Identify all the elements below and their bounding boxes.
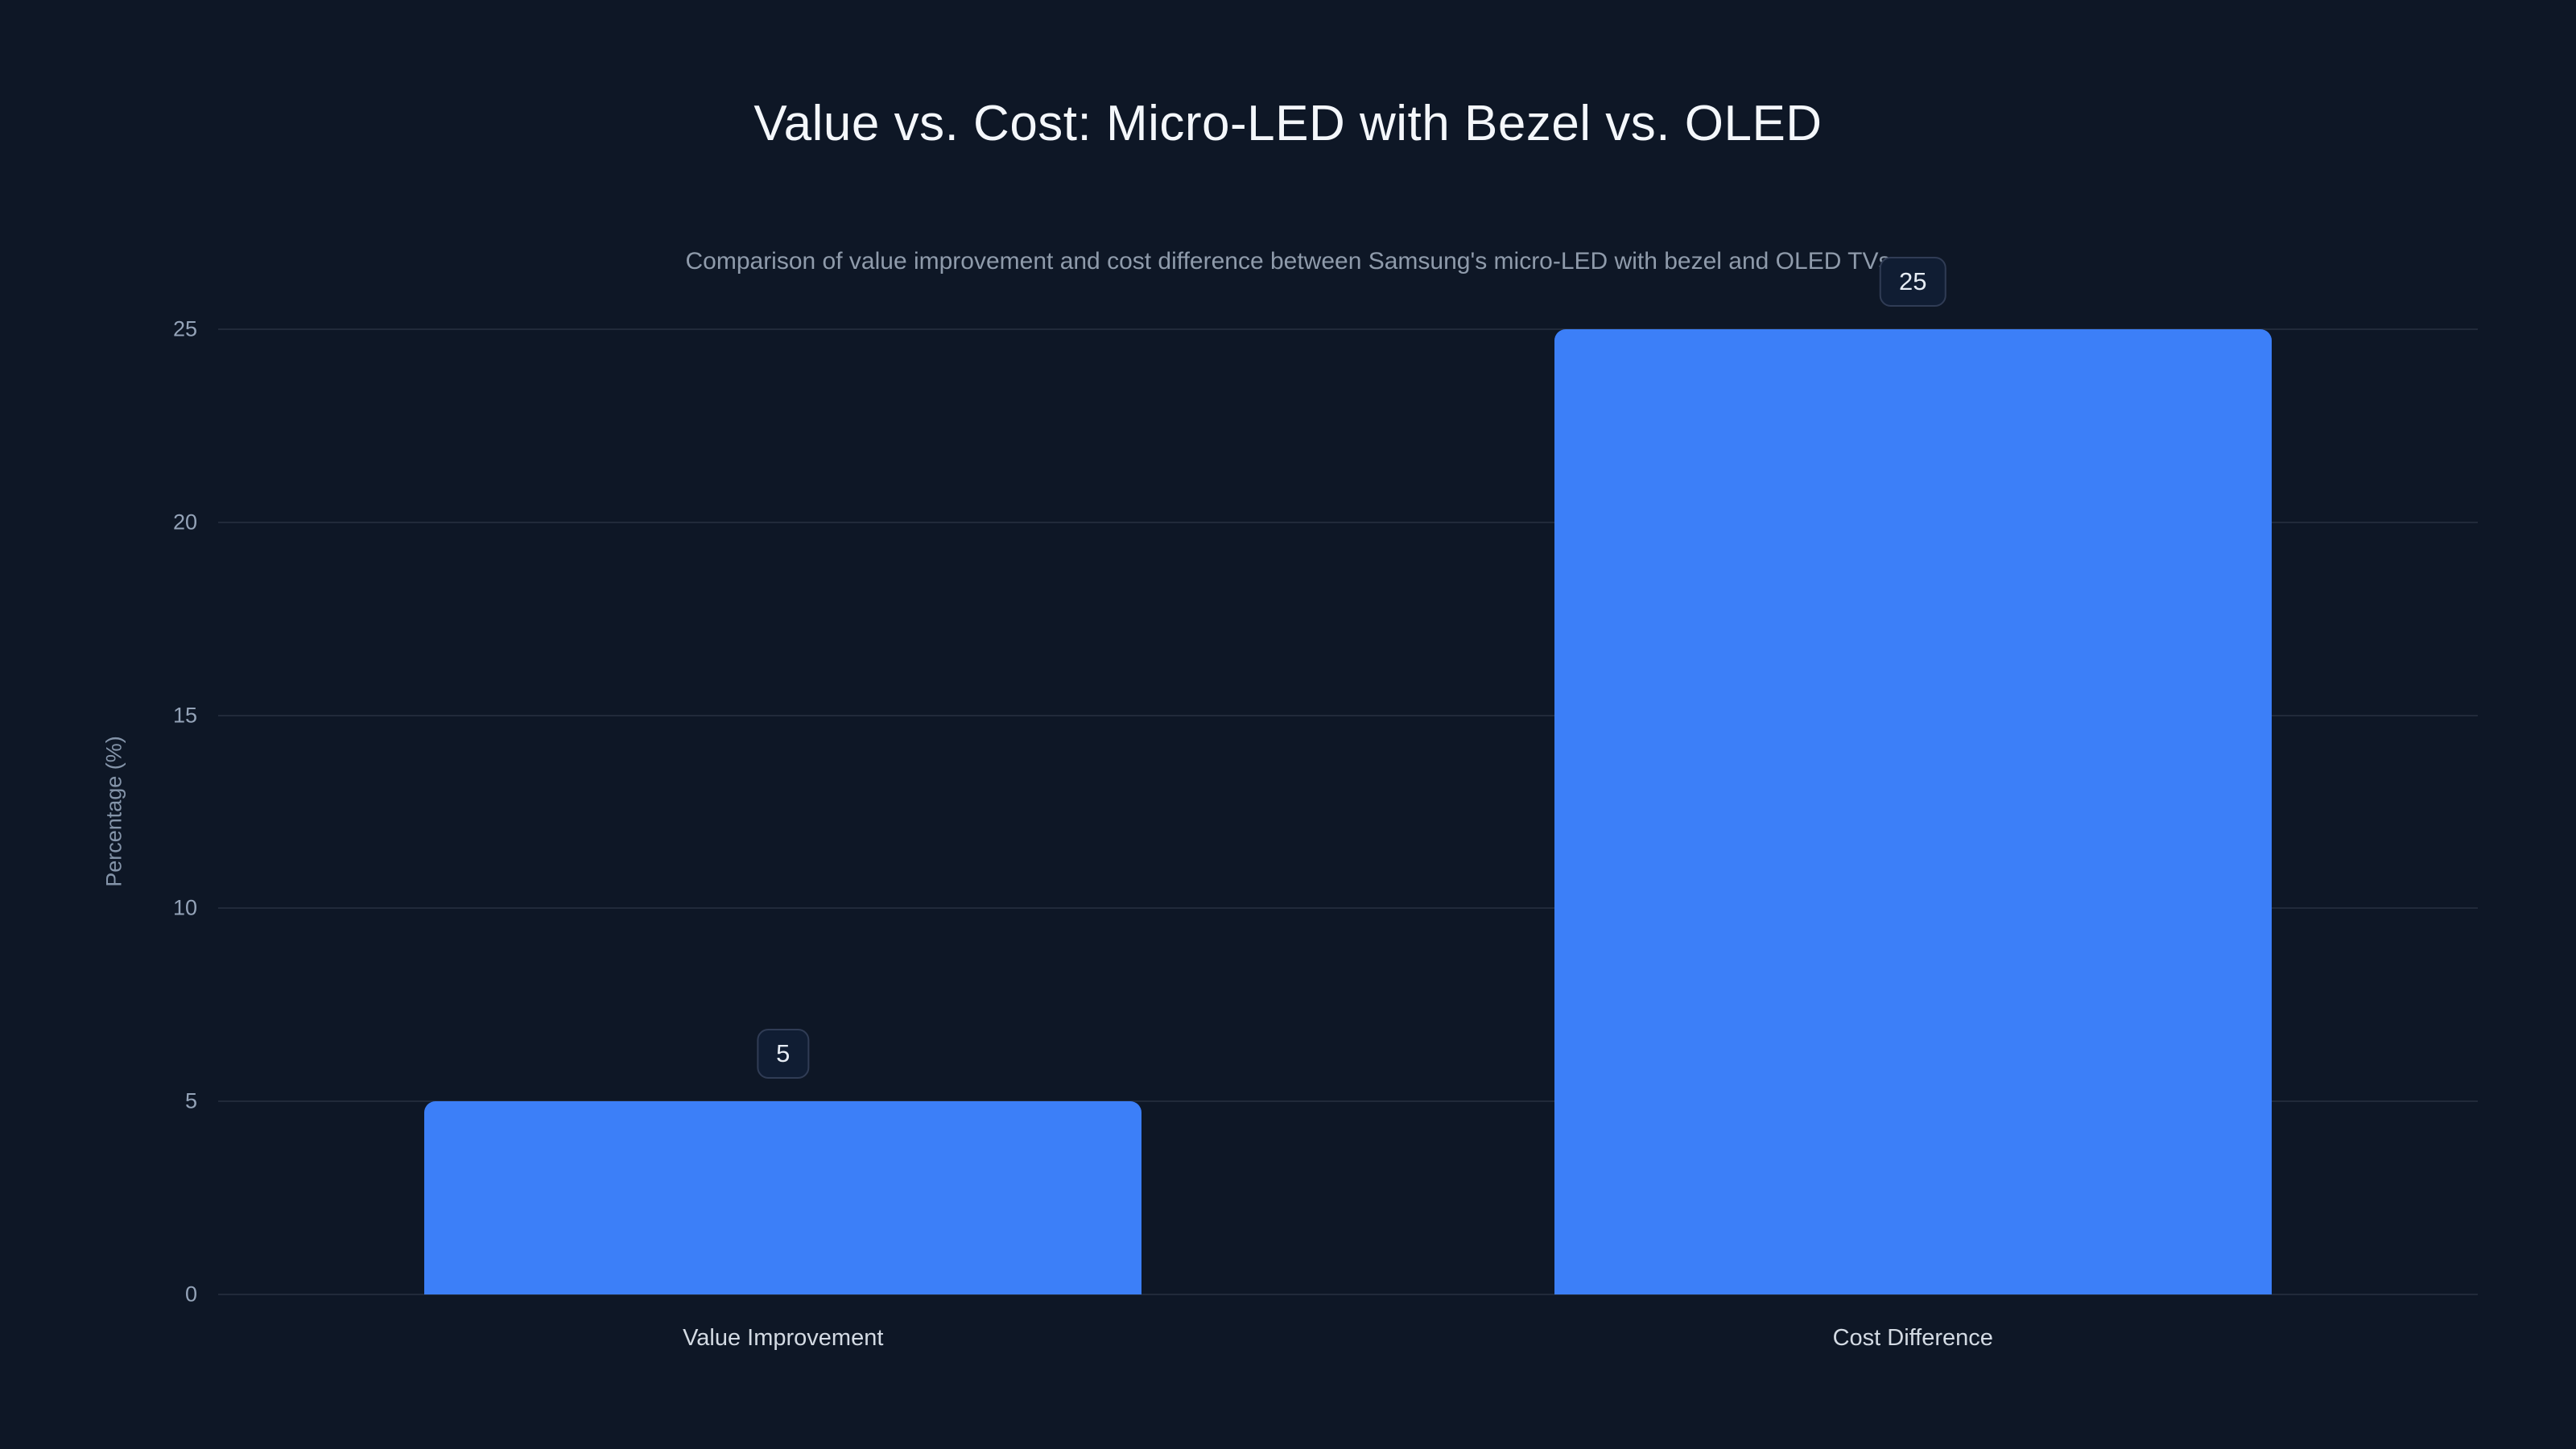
y-gridline <box>218 907 2478 910</box>
bar[interactable] <box>424 1101 1142 1294</box>
bar[interactable] <box>1554 329 2272 1294</box>
y-tick-label: 20 <box>172 510 197 535</box>
plot-area: 0 5 10 15 20 25 5 Value Improvement 25 Cost Diffe… <box>173 257 2478 1351</box>
chart-subtitle: Comparison of value improvement and cost… <box>685 248 1891 275</box>
value-label: 25 <box>1880 257 1946 307</box>
y-tick-label: 15 <box>172 703 197 728</box>
y-axis-title: Percentage (%) <box>101 736 126 887</box>
y-gridline <box>218 521 2478 523</box>
y-tick-label: 10 <box>172 895 197 920</box>
y-tick-label: 0 <box>184 1282 197 1307</box>
x-category-label: Cost Difference <box>1832 1325 1993 1351</box>
value-label: 5 <box>757 1029 810 1080</box>
y-gridline <box>218 1100 2478 1103</box>
y-tick-label: 5 <box>184 1088 197 1113</box>
y-tick-label: 25 <box>172 316 197 341</box>
y-gridline <box>218 328 2478 330</box>
x-category-label: Value Improvement <box>683 1325 884 1351</box>
y-gridline <box>218 1294 2478 1295</box>
chart-title: Value vs. Cost: Micro-LED with Bezel vs.… <box>753 96 1823 151</box>
y-gridline <box>218 714 2478 716</box>
